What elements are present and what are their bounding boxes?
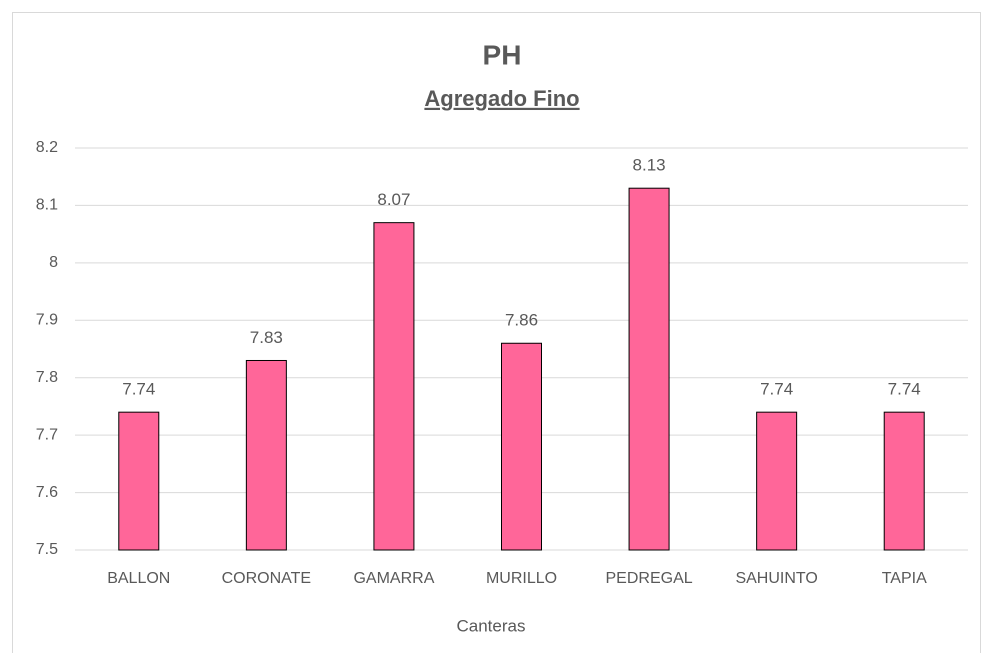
bar — [756, 411, 798, 551]
x-tick-label: BALLON — [107, 570, 170, 587]
x-tick-label: MURILLO — [486, 570, 557, 587]
data-label: 7.74 — [760, 380, 793, 399]
chart-subtitle: Agregado Fino — [424, 86, 579, 111]
data-label: 8.13 — [633, 156, 666, 175]
x-tick-label: GAMARRA — [353, 570, 434, 587]
y-tick-label: 8.2 — [36, 139, 58, 156]
x-tick-label: SAHUINTO — [735, 570, 817, 587]
x-tick-label: CORONATE — [222, 570, 311, 587]
bar — [373, 222, 415, 551]
chart-border — [12, 12, 981, 653]
y-tick-label: 7.6 — [36, 484, 58, 501]
x-axis-label: Canteras — [457, 616, 526, 635]
x-tick-label: PEDREGAL — [606, 570, 693, 587]
bar — [883, 411, 925, 551]
bar — [501, 342, 542, 551]
bar — [118, 411, 160, 551]
data-label: 7.83 — [250, 328, 283, 347]
chart-title: PH — [483, 39, 522, 70]
y-tick-label: 8.1 — [36, 197, 58, 214]
data-label: 7.74 — [888, 380, 921, 399]
y-tick-label: 7.8 — [36, 369, 58, 386]
y-tick-label: 7.9 — [36, 312, 58, 329]
bar — [245, 359, 287, 551]
data-label: 7.74 — [122, 380, 155, 399]
y-tick-label: 7.5 — [36, 541, 58, 558]
data-label: 8.07 — [377, 190, 410, 209]
x-tick-label: TAPIA — [882, 570, 927, 587]
y-tick-label: 7.7 — [36, 426, 58, 443]
bar — [628, 187, 670, 551]
data-label: 7.86 — [505, 311, 538, 330]
y-tick-label: 8 — [49, 254, 58, 271]
